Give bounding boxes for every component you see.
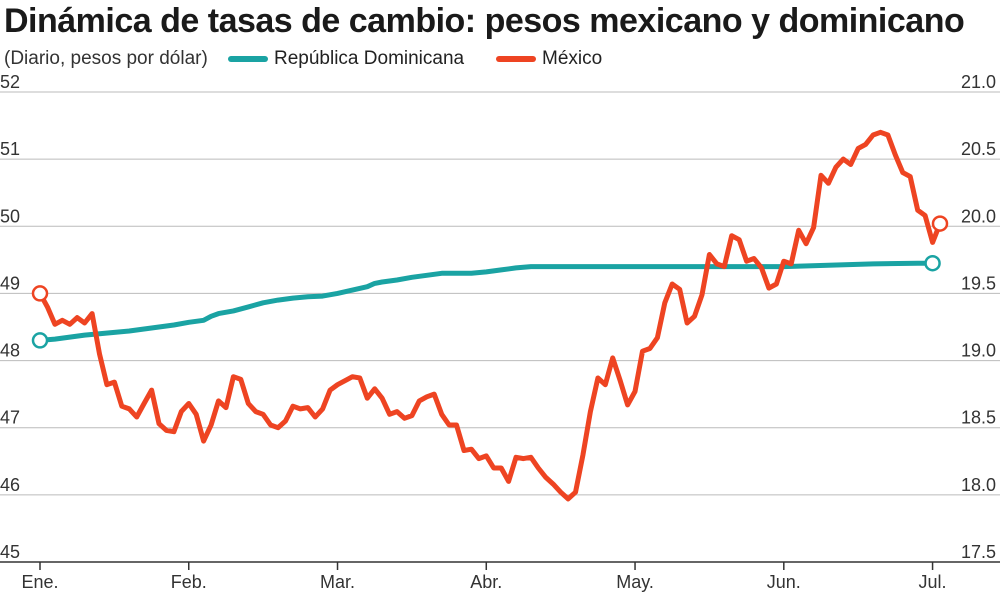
x-tick-label: May. — [616, 572, 654, 592]
left-tick-label: 47 — [0, 408, 20, 428]
right-tick-label: 19.0 — [961, 341, 996, 361]
mx-start-marker — [31, 285, 49, 302]
chart-title: Dinámica de tasas de cambio: pesos mexic… — [4, 2, 965, 40]
legend-label-rd: República Dominicana — [274, 48, 465, 69]
right-tick-label: 18.0 — [961, 475, 996, 495]
x-tick-label: Mar. — [320, 572, 355, 592]
rd-end-marker — [924, 254, 941, 272]
series-line-rd — [37, 260, 936, 343]
x-axis: Ene. Feb. Mar. Abr. May. Jun. Jul. — [21, 562, 947, 592]
x-tick-label: Jul. — [919, 572, 947, 592]
legend-label-mx: México — [542, 48, 603, 69]
series-lines — [37, 129, 943, 502]
left-tick-label: 50 — [0, 206, 20, 226]
right-tick-label: 20.5 — [961, 139, 996, 159]
legend-swatch-rd — [228, 56, 268, 62]
left-tick-label: 52 — [0, 72, 20, 92]
left-tick-label: 46 — [0, 475, 20, 495]
mx-end-marker — [931, 215, 949, 232]
right-tick-label: 20.0 — [961, 206, 996, 226]
chart-subtitle: (Diario, pesos por dólar) — [4, 48, 208, 69]
x-tick-label: Jun. — [767, 572, 801, 592]
rd-start-marker — [31, 332, 49, 349]
left-tick-label: 45 — [0, 542, 20, 562]
legend-item-mx: México — [496, 48, 602, 70]
left-tick-label: 48 — [0, 341, 20, 361]
x-tick-label: Ene. — [21, 572, 58, 592]
gridlines — [0, 91, 1000, 563]
right-tick-label: 18.5 — [961, 408, 996, 428]
right-axis-ticks: 17.5 18.0 18.5 19.0 19.5 20.0 20.5 21.0 — [961, 72, 996, 562]
legend-swatch-mx — [496, 56, 536, 62]
legend-item-rd: República Dominicana — [228, 48, 464, 70]
x-tick-label: Feb. — [171, 572, 207, 592]
right-tick-label: 17.5 — [961, 542, 996, 562]
left-tick-label: 49 — [0, 273, 20, 293]
series-line-mx — [37, 129, 943, 502]
left-tick-label: 51 — [0, 139, 20, 159]
x-tick-label: Abr. — [470, 572, 502, 592]
left-axis-ticks: 45 46 47 48 49 50 51 52 — [0, 72, 20, 562]
endpoint-markers — [31, 215, 949, 349]
right-tick-label: 19.5 — [961, 273, 996, 293]
right-tick-label: 21.0 — [961, 72, 996, 92]
